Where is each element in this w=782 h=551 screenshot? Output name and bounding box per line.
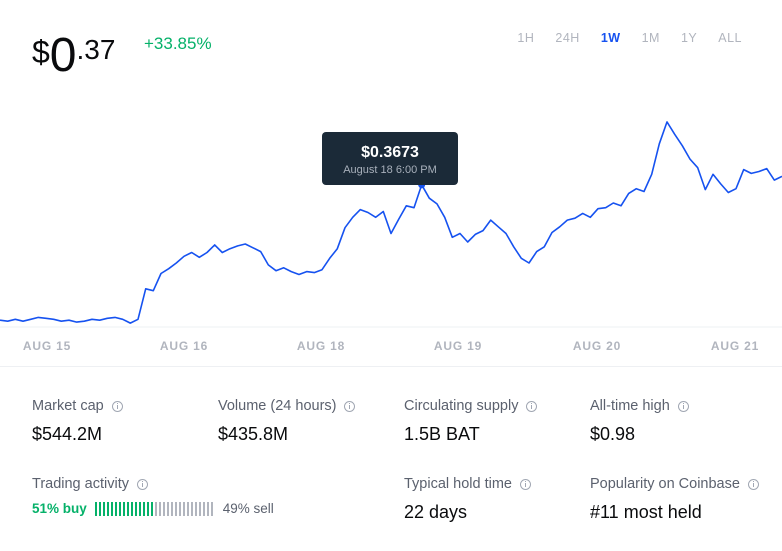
stat-all-time-high: All-time high $0.98 bbox=[590, 398, 689, 445]
x-tick-label: AUG 21 bbox=[711, 339, 759, 353]
stat-popularity: Popularity on Coinbase #11 most held bbox=[590, 476, 759, 523]
sell-tick bbox=[162, 501, 165, 516]
stat-label: Popularity on Coinbase bbox=[590, 476, 740, 492]
sell-tick bbox=[158, 501, 161, 516]
buy-tick bbox=[110, 501, 113, 516]
price-chart[interactable]: AUG 15 AUG 16 AUG 18 AUG 19 AUG 20 AUG 21 bbox=[0, 90, 782, 365]
range-24h-button[interactable]: 24H bbox=[555, 31, 580, 45]
time-range-selector: 1H 24H 1W 1M 1Y ALL bbox=[496, 31, 742, 45]
sell-tick bbox=[178, 501, 181, 516]
price-change-percent: +33.85% bbox=[144, 34, 212, 53]
stat-circulating-supply: Circulating supply 1.5B BAT bbox=[404, 398, 538, 445]
tooltip-price: $0.3673 bbox=[361, 144, 419, 161]
x-tick-label: AUG 16 bbox=[160, 339, 208, 353]
stat-value: $435.8M bbox=[218, 424, 289, 444]
info-icon[interactable] bbox=[111, 400, 123, 412]
info-icon[interactable] bbox=[520, 478, 531, 490]
buy-percent-label: 51% buy bbox=[32, 501, 87, 516]
stat-value: $0.98 bbox=[590, 424, 636, 444]
info-icon[interactable] bbox=[747, 478, 759, 490]
range-1m-button[interactable]: 1M bbox=[641, 31, 660, 45]
tooltip-date: August 18 6:00 PM bbox=[343, 164, 437, 176]
price-decimal: .37 bbox=[76, 34, 116, 65]
stat-value: #11 most held bbox=[590, 502, 702, 522]
stat-market-cap: Market cap $544.2M bbox=[32, 398, 123, 445]
price-currency-symbol: $ bbox=[32, 34, 50, 70]
stat-value: 22 days bbox=[404, 502, 468, 522]
trading-activity-bar: 51% buy 49% sell bbox=[32, 501, 274, 516]
sell-tick bbox=[166, 501, 169, 516]
stat-typical-hold-time: Typical hold time 22 days bbox=[404, 476, 531, 523]
sell-tick bbox=[194, 501, 197, 516]
info-icon[interactable] bbox=[136, 478, 148, 490]
range-all-button[interactable]: ALL bbox=[718, 31, 742, 45]
buy-tick bbox=[146, 501, 149, 516]
x-tick-label: AUG 20 bbox=[573, 339, 621, 353]
stat-value: $544.2M bbox=[32, 424, 103, 444]
sell-tick bbox=[182, 501, 185, 516]
sell-tick bbox=[190, 501, 193, 516]
section-divider bbox=[0, 366, 782, 367]
range-1h-button[interactable]: 1H bbox=[517, 31, 535, 45]
sell-tick bbox=[154, 501, 157, 516]
buy-tick bbox=[130, 501, 133, 516]
range-1y-button[interactable]: 1Y bbox=[680, 31, 698, 45]
buy-tick bbox=[106, 501, 109, 516]
stat-trading-activity: Trading activity 51% buy 49% sell bbox=[32, 476, 274, 516]
sell-tick bbox=[206, 501, 209, 516]
buy-tick bbox=[142, 501, 145, 516]
sell-tick bbox=[174, 501, 177, 516]
stat-label: Circulating supply bbox=[404, 398, 519, 414]
range-1w-button[interactable]: 1W bbox=[600, 31, 621, 45]
x-tick-label: AUG 19 bbox=[434, 339, 482, 353]
sell-tick bbox=[170, 501, 173, 516]
info-icon[interactable] bbox=[677, 400, 689, 412]
price-integer: 0 bbox=[49, 29, 77, 82]
chart-price-line bbox=[0, 121, 782, 324]
current-price: $ 0 .37 bbox=[32, 30, 115, 80]
sell-tick bbox=[186, 501, 189, 516]
buy-tick bbox=[98, 501, 101, 516]
sell-tick bbox=[210, 501, 213, 516]
buy-tick bbox=[134, 501, 137, 516]
stat-volume: Volume (24 hours) $435.8M bbox=[218, 398, 356, 445]
buy-tick bbox=[126, 501, 129, 516]
info-icon[interactable] bbox=[526, 400, 538, 412]
info-icon[interactable] bbox=[344, 400, 356, 412]
stat-label: Market cap bbox=[32, 398, 104, 414]
chart-x-axis: AUG 15 AUG 16 AUG 18 AUG 19 AUG 20 AUG 21 bbox=[23, 339, 759, 353]
buy-tick bbox=[150, 501, 153, 516]
buy-tick bbox=[138, 501, 141, 516]
stat-value: 1.5B BAT bbox=[404, 424, 480, 444]
buy-tick bbox=[114, 501, 117, 516]
sell-percent-label: 49% sell bbox=[222, 501, 274, 516]
x-tick-label: AUG 15 bbox=[23, 339, 71, 353]
sell-tick bbox=[202, 501, 205, 516]
buy-tick bbox=[102, 501, 105, 516]
chart-tooltip: $0.3673 August 18 6:00 PM bbox=[322, 132, 458, 185]
stat-label: Typical hold time bbox=[404, 476, 512, 492]
x-tick-label: AUG 18 bbox=[297, 339, 345, 353]
buy-tick bbox=[118, 501, 121, 516]
buy-tick bbox=[94, 501, 97, 516]
buy-tick bbox=[122, 501, 125, 516]
stat-label: All-time high bbox=[590, 398, 670, 414]
sell-tick bbox=[198, 501, 201, 516]
stat-label: Trading activity bbox=[32, 476, 129, 492]
activity-ticks bbox=[94, 501, 215, 516]
stat-label: Volume (24 hours) bbox=[218, 398, 337, 414]
